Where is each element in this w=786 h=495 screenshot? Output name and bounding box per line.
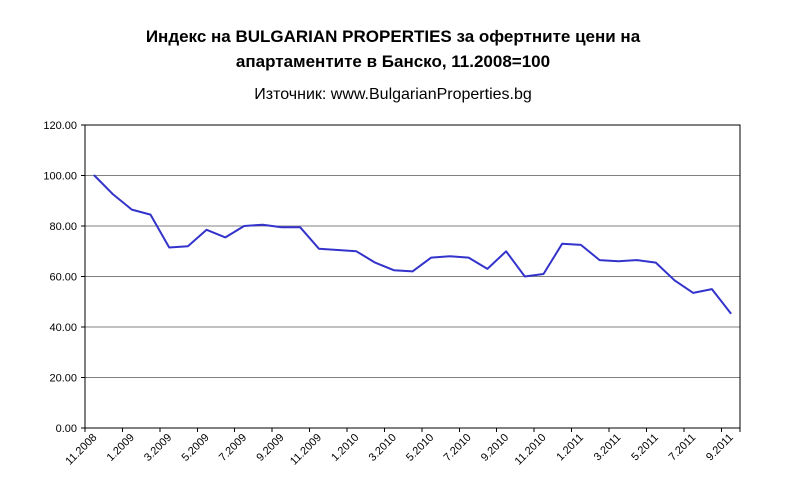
y-axis-label: 60.00 bbox=[49, 272, 77, 284]
y-axis-label: 80.00 bbox=[49, 221, 77, 233]
chart-title: Индекс на BULGARIAN PROPERTIES за офертн… bbox=[0, 24, 786, 74]
x-axis-label: 9.2010 bbox=[479, 432, 511, 464]
x-axis-label: 7.2011 bbox=[667, 432, 699, 464]
chart-source: Източник: www.BulgarianProperties.bg bbox=[254, 86, 532, 103]
x-axis-label: 11.2010 bbox=[513, 432, 549, 468]
x-axis-label: 1.2010 bbox=[329, 432, 361, 464]
x-axis-label: 7.2010 bbox=[441, 432, 473, 464]
chart-title-line2: апартаментите в Банско, 11.2008=100 bbox=[235, 52, 551, 71]
x-axis-label: 11.2008 bbox=[63, 432, 99, 468]
x-axis-label: 7.2009 bbox=[217, 432, 249, 464]
x-axis-label: 5.2010 bbox=[404, 432, 436, 464]
y-axis-label: 40.00 bbox=[49, 322, 77, 334]
y-axis-label: 120.00 bbox=[43, 120, 77, 132]
y-axis-label: 100.00 bbox=[43, 171, 77, 183]
x-axis-label: 9.2009 bbox=[254, 432, 286, 464]
x-axis-label: 9.2011 bbox=[704, 432, 736, 464]
x-axis-label: 1.2011 bbox=[554, 432, 586, 464]
x-axis-label: 5.2009 bbox=[179, 432, 211, 464]
x-axis-label: 3.2009 bbox=[142, 432, 174, 464]
x-axis-label: 3.2010 bbox=[367, 432, 399, 464]
x-axis-label: 1.2009 bbox=[105, 432, 137, 464]
price-index-line bbox=[93, 174, 732, 315]
x-axis-label: 3.2011 bbox=[592, 432, 624, 464]
y-axis-label: 0.00 bbox=[56, 423, 77, 435]
x-axis-label: 5.2011 bbox=[629, 432, 661, 464]
y-axis-label: 20.00 bbox=[49, 373, 77, 385]
chart-title-line1: Индекс на BULGARIAN PROPERTIES за офертн… bbox=[145, 27, 641, 46]
plot-area-border bbox=[84, 124, 741, 429]
x-axis-label: 11.2009 bbox=[288, 432, 324, 468]
price-index-chart: 0.00 20.00 40.00 60.00 80.00 100.00 120.00 11.2… bbox=[43, 120, 741, 468]
